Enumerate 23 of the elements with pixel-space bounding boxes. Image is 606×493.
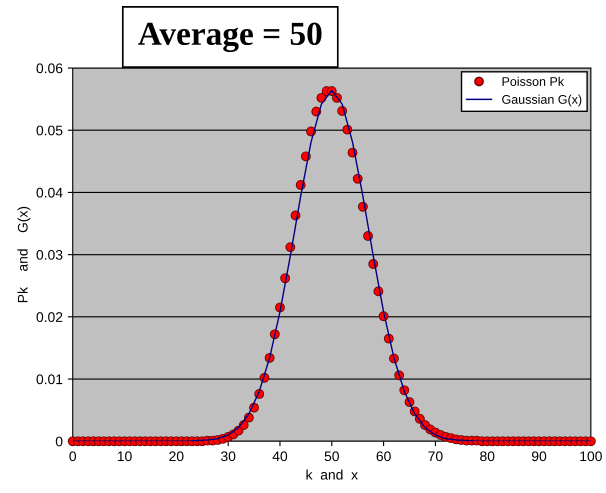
x-axis-title: k and x — [306, 469, 358, 480]
y-tick-label: 0.01 — [36, 374, 62, 384]
x-tick-label: 40 — [272, 451, 288, 462]
y-tick-label: 0.06 — [36, 63, 62, 74]
y-tick-label: 0.03 — [36, 250, 62, 260]
x-tick-label: 90 — [532, 451, 546, 462]
x-tick-label: 70 — [428, 451, 443, 462]
y-tick-label: 0.04 — [36, 188, 63, 198]
legend-label: Gaussian G(x) — [502, 94, 582, 106]
x-tick-label: 10 — [118, 451, 132, 462]
x-tick-label: 100 — [580, 451, 602, 462]
x-tick-label: 20 — [169, 451, 184, 462]
chart-title: Average = 50 — [138, 22, 322, 52]
y-tick-label: 0 — [56, 436, 62, 446]
x-tick-label: 30 — [220, 451, 236, 462]
y-tick-label: 0.05 — [36, 126, 62, 136]
x-tick-label: 0 — [69, 451, 76, 462]
y-tick-label: 0.02 — [36, 312, 62, 322]
x-tick-label: 60 — [376, 451, 391, 462]
legend-label: Poisson Pk — [502, 76, 564, 86]
x-tick-label: 50 — [324, 451, 339, 462]
x-tick-label: 80 — [480, 451, 494, 462]
y-axis-title: Pk and G(x) — [17, 206, 30, 302]
